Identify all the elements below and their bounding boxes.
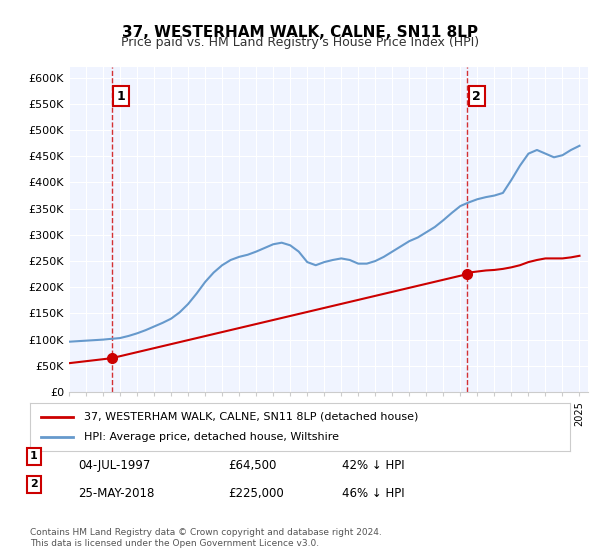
Text: 37, WESTERHAM WALK, CALNE, SN11 8LP: 37, WESTERHAM WALK, CALNE, SN11 8LP	[122, 25, 478, 40]
Text: 25-MAY-2018: 25-MAY-2018	[78, 487, 154, 500]
Text: HPI: Average price, detached house, Wiltshire: HPI: Average price, detached house, Wilt…	[84, 432, 339, 442]
Text: £64,500: £64,500	[228, 459, 277, 472]
Text: Contains HM Land Registry data © Crown copyright and database right 2024.
This d: Contains HM Land Registry data © Crown c…	[30, 528, 382, 548]
Text: £225,000: £225,000	[228, 487, 284, 500]
Text: 1: 1	[116, 90, 125, 102]
Text: 46% ↓ HPI: 46% ↓ HPI	[342, 487, 404, 500]
Text: Price paid vs. HM Land Registry's House Price Index (HPI): Price paid vs. HM Land Registry's House …	[121, 36, 479, 49]
Text: 2: 2	[472, 90, 481, 102]
Text: 1: 1	[30, 451, 38, 461]
Text: 2: 2	[30, 479, 38, 489]
Text: 04-JUL-1997: 04-JUL-1997	[78, 459, 151, 472]
Text: 42% ↓ HPI: 42% ↓ HPI	[342, 459, 404, 472]
Text: 37, WESTERHAM WALK, CALNE, SN11 8LP (detached house): 37, WESTERHAM WALK, CALNE, SN11 8LP (det…	[84, 412, 418, 422]
